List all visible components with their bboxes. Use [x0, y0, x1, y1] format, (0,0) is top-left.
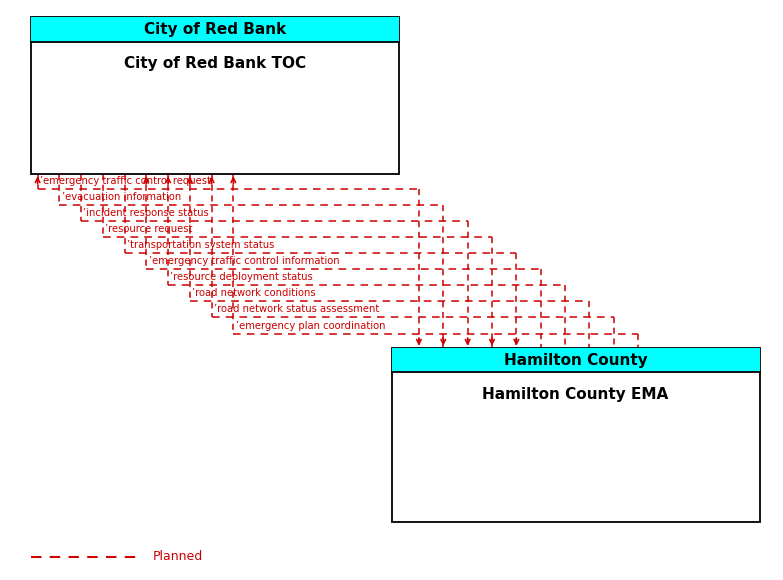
Bar: [392, 348, 760, 522]
Text: ’resource request: ’resource request: [105, 224, 193, 234]
Text: ’transportation system status: ’transportation system status: [127, 240, 274, 250]
Bar: [31, 17, 399, 42]
Bar: [392, 348, 760, 372]
Text: City of Red Bank TOC: City of Red Bank TOC: [124, 56, 306, 71]
Text: ’evacuation information: ’evacuation information: [62, 192, 181, 202]
Text: ’road network conditions: ’road network conditions: [192, 288, 316, 298]
Bar: [31, 17, 399, 174]
Text: ’emergency traffic control request: ’emergency traffic control request: [40, 176, 211, 186]
Text: Hamilton County: Hamilton County: [503, 353, 648, 368]
Text: City of Red Bank: City of Red Bank: [144, 22, 287, 37]
Text: ’resource deployment status: ’resource deployment status: [171, 272, 313, 282]
Text: ’road network status assessment: ’road network status assessment: [214, 304, 379, 314]
Text: ’emergency traffic control information: ’emergency traffic control information: [149, 256, 339, 266]
Text: ’emergency plan coordination: ’emergency plan coordination: [236, 321, 385, 331]
Text: ’incident response status: ’incident response status: [84, 208, 209, 218]
Text: Planned: Planned: [153, 550, 203, 563]
Text: Hamilton County EMA: Hamilton County EMA: [482, 387, 669, 402]
